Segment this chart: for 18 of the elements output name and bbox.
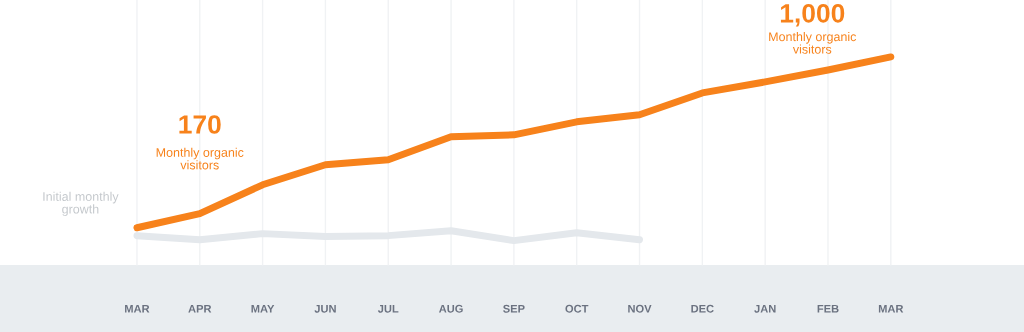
- x-tick-label: JAN: [754, 304, 776, 313]
- x-tick-label: AUG: [438, 304, 463, 313]
- text: Monthly organic visitors: [769, 31, 857, 54]
- x-tick-label: MAY: [251, 304, 275, 313]
- x-tick-label: MAR: [125, 304, 150, 313]
- x-tick-label: NOV: [628, 304, 652, 313]
- x-tick-label: JUL: [377, 304, 399, 313]
- x-tick-label: JUN: [314, 304, 336, 313]
- x-tick-label: SEP: [503, 304, 525, 313]
- x-tick-label: DEC: [691, 304, 714, 313]
- annotation: Monthly organic visitors: [156, 147, 244, 170]
- annotation: Initial monthly growth: [43, 191, 119, 216]
- x-tick-label: MAR: [878, 304, 904, 313]
- x-tick-label: FEB: [817, 304, 839, 313]
- x-tick-label: APR: [188, 304, 212, 313]
- x-tick-label: OCT: [565, 304, 589, 313]
- annotation: 170: [179, 115, 221, 134]
- text: 1,000: [780, 4, 845, 27]
